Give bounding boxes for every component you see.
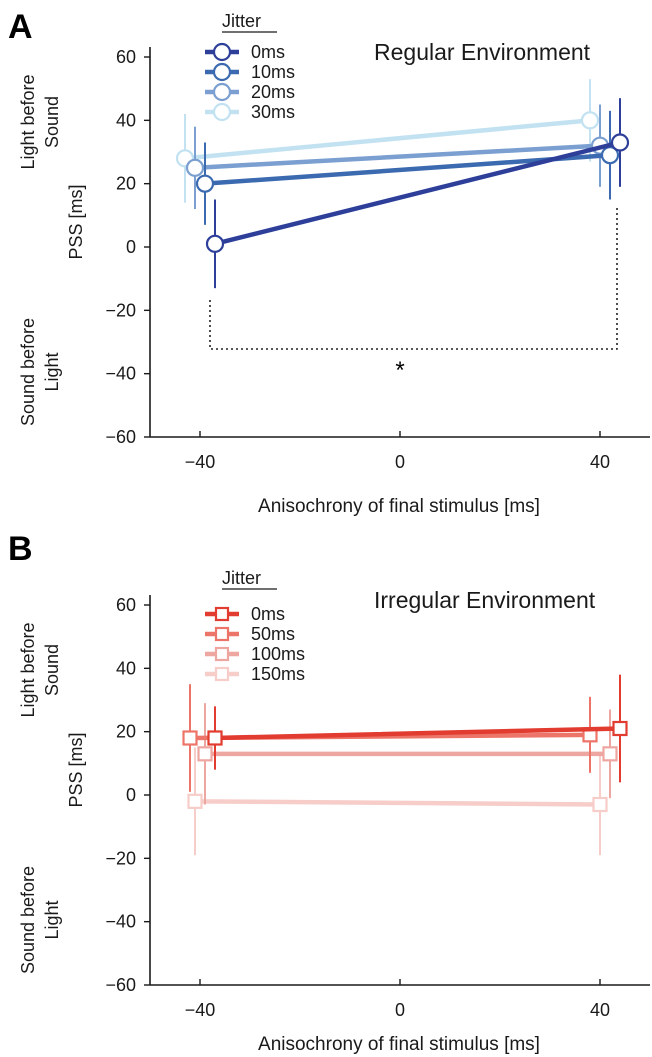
legend-swatch-marker	[214, 626, 230, 642]
data-point	[185, 158, 205, 177]
legend-swatch-marker	[214, 606, 230, 622]
x-tick-label: 40	[590, 1000, 610, 1020]
legend-swatch-marker	[212, 82, 232, 102]
series-line	[192, 799, 603, 807]
chart-title: Irregular Environment	[374, 587, 596, 613]
chart-title: Regular Environment	[374, 39, 591, 65]
legend-entry-label: 30ms	[251, 102, 295, 122]
legend-entry-label: 0ms	[251, 42, 285, 62]
y-tick-label: 20	[116, 174, 136, 194]
y-lower-label-line2: Light	[42, 900, 62, 939]
data-point	[197, 746, 213, 762]
legend-swatch-marker	[212, 62, 232, 82]
y-upper-label-line1: Light before	[18, 622, 38, 717]
legend-title: Jitter	[222, 11, 261, 31]
y-lower-label-line1: Sound before	[18, 866, 38, 974]
panel-letter: A	[8, 8, 33, 46]
x-tick-label: 0	[395, 452, 405, 472]
y-axis-label: PSS [ms]	[66, 732, 86, 807]
legend-swatch-marker	[214, 666, 230, 682]
y-tick-label: 0	[126, 785, 136, 805]
x-tick-label: −40	[185, 452, 216, 472]
y-lower-label-line1: Sound before	[18, 318, 38, 426]
y-upper-label-line2: Sound	[42, 644, 62, 696]
significance-star: *	[395, 357, 404, 384]
legend-entry-label: 0ms	[251, 604, 285, 624]
legend-entry-label: 100ms	[251, 644, 305, 664]
y-tick-label: 40	[116, 110, 136, 130]
y-tick-label: 0	[126, 237, 136, 257]
data-point	[205, 234, 225, 253]
data-point	[592, 796, 608, 813]
panel-b: B Irregular Environment Light before Sou…	[8, 530, 650, 1055]
y-tick-label: 60	[116, 47, 136, 67]
y-tick-label: 20	[116, 722, 136, 742]
data-point	[207, 730, 223, 746]
data-point	[602, 746, 618, 762]
legend-entry-label: 20ms	[251, 82, 295, 102]
y-tick-label: −40	[105, 364, 136, 384]
y-tick-label: −60	[105, 427, 136, 447]
data-point	[612, 720, 628, 737]
y-upper-label-line2: Sound	[42, 96, 62, 148]
y-tick-label: −20	[105, 300, 136, 320]
y-tick-label: −60	[105, 975, 136, 995]
significance-bracket	[209, 205, 618, 350]
series-line	[212, 726, 623, 741]
legend-entry-label: 10ms	[251, 62, 295, 82]
y-tick-label: 40	[116, 658, 136, 678]
x-tick-label: 40	[590, 452, 610, 472]
legend-entry-label: 150ms	[251, 664, 305, 684]
x-tick-label: −40	[185, 1000, 216, 1020]
series-line	[192, 143, 603, 171]
series-line	[182, 118, 593, 161]
panel-a: A Regular Environment Light before Sound…	[8, 8, 650, 517]
x-axis-label: Anisochrony of final stimulus [ms]	[258, 1034, 540, 1055]
legend-swatch-marker	[214, 646, 230, 662]
legend-title: Jitter	[222, 568, 261, 588]
data-point	[187, 793, 203, 809]
y-tick-label: −40	[105, 912, 136, 932]
y-tick-label: 60	[116, 595, 136, 615]
data-point	[610, 133, 630, 152]
panel-letter: B	[8, 530, 33, 568]
x-tick-label: 0	[395, 1000, 405, 1020]
data-point	[580, 111, 600, 130]
y-lower-label-line2: Light	[42, 352, 62, 391]
data-point	[195, 174, 215, 193]
y-tick-label: −20	[105, 848, 136, 868]
y-upper-label-line1: Light before	[18, 74, 38, 169]
x-axis-label: Anisochrony of final stimulus [ms]	[258, 496, 540, 517]
legend-swatch-marker	[212, 42, 232, 62]
legend-entry-label: 50ms	[251, 624, 295, 644]
legend-swatch-marker	[212, 102, 232, 122]
data-point	[182, 730, 198, 746]
y-axis-label: PSS [ms]	[66, 184, 86, 259]
series-line	[212, 140, 623, 247]
